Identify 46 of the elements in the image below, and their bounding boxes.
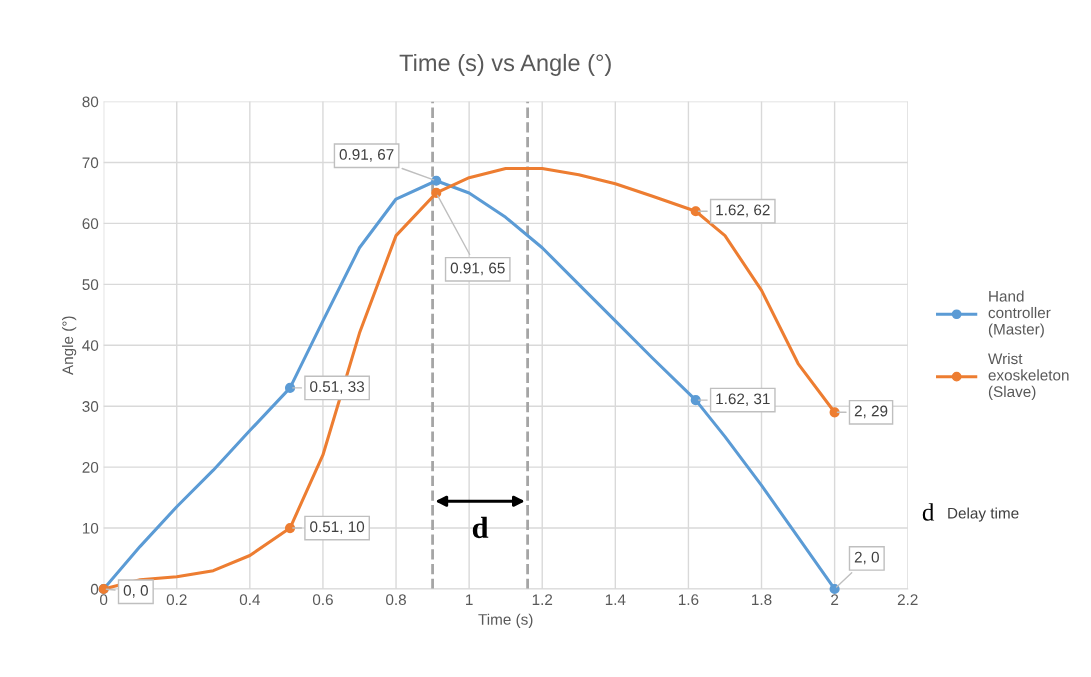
x-tick-label: 0: [99, 594, 108, 606]
x-tick-label: 0.4: [239, 594, 261, 606]
y-tick-label: 80: [82, 96, 99, 108]
legend-label: Wrist exoskeleton (Slave): [988, 352, 1069, 401]
point: [284, 522, 296, 534]
x-tick-label: 0.2: [166, 594, 187, 606]
y-tick-label: 0: [90, 583, 99, 595]
data-label: 2, 29: [854, 405, 888, 419]
data-label: 0.91, 65: [450, 262, 505, 276]
x-tick-label: 1.2: [532, 594, 553, 605]
y-tick-label: 30: [82, 401, 99, 412]
x-tick-label: 1.4: [605, 594, 626, 605]
y-tick-label: 40: [82, 340, 99, 351]
point: [431, 175, 442, 186]
data-label: 2, 0: [854, 551, 879, 565]
point: [284, 382, 296, 394]
x-tick-label: 1: [466, 594, 473, 605]
x-axis-title: Time (s): [478, 613, 533, 628]
x-tick-label: 0.6: [312, 594, 333, 606]
data-label: 1.62, 62: [716, 204, 770, 218]
text: Delay time: [948, 507, 1019, 522]
y-tick-label: 50: [82, 279, 99, 291]
x-tick-label: 1.6: [678, 594, 699, 606]
data-label: 0, 0: [123, 585, 148, 598]
data-label: 0.51, 33: [310, 381, 365, 394]
x-tick-label: 1.8: [752, 594, 772, 606]
point: [431, 187, 442, 199]
y-tick-label: 10: [82, 522, 99, 534]
data-label: 1.62, 31: [716, 393, 770, 407]
y-tick-label: 20: [82, 462, 99, 473]
point: [829, 583, 840, 595]
x-tick-label: 2: [831, 594, 839, 605]
legend-label: Hand controller (Master): [988, 290, 1051, 338]
y-tick-label: 70: [82, 157, 99, 169]
y-axis-title: Angle (°): [61, 316, 77, 376]
point: [690, 395, 701, 406]
annotation: d: [472, 516, 489, 539]
x-tick-label: 2.2: [897, 594, 918, 605]
point: [829, 407, 840, 418]
text: d: [922, 503, 935, 521]
x-tick-label: 0.8: [386, 594, 406, 606]
data-label: 0.51, 10: [310, 521, 365, 534]
data-label: 0.91, 67: [339, 149, 394, 162]
point: [690, 206, 701, 217]
chart-title: Time (s) vs Angle (°): [399, 53, 611, 76]
y-tick-label: 60: [82, 218, 99, 230]
